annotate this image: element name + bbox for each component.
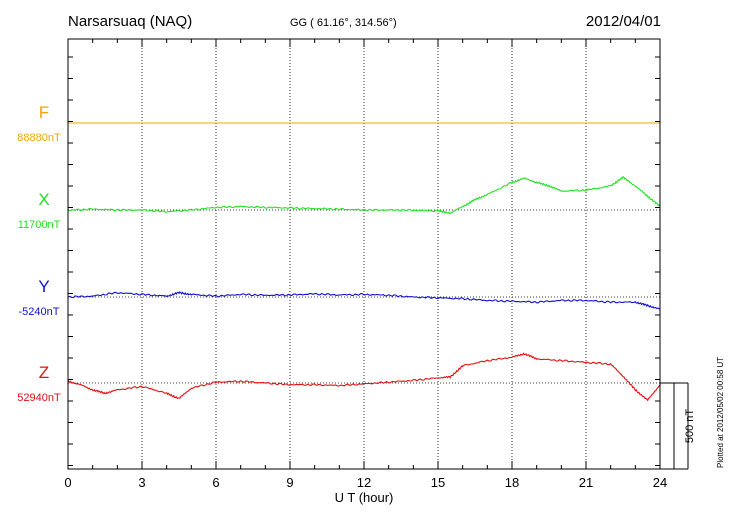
series-name-x: X: [38, 190, 49, 209]
x-tick-label: 9: [286, 475, 293, 490]
station-coordinates: GG ( 61.16°, 314.56°): [290, 17, 397, 29]
series-labels: F 88880nT X 11700nT Y -5240nT Z 52940nT: [17, 103, 61, 404]
x-tick-label: 18: [505, 475, 519, 490]
x-tick-label: 21: [579, 475, 593, 490]
scale-bar: 500 nT: [660, 382, 696, 470]
x-tick-label: 12: [357, 475, 371, 490]
grid: [141, 39, 587, 469]
x-tick-label: 3: [138, 475, 145, 490]
plot-date: 2012/04/01: [585, 13, 661, 30]
series-baseline-label-z: 52940nT: [17, 392, 61, 404]
x-axis-label: U T (hour): [335, 490, 394, 505]
series-baseline-label-f: 88880nT: [17, 132, 61, 144]
x-tick-label: 0: [64, 475, 71, 490]
series-line-y: [67, 291, 661, 310]
series-baseline-label-y: -5240nT: [19, 306, 60, 318]
scale-bar-label: 500 nT: [684, 409, 696, 444]
station-name: Narsarsuaq (NAQ): [68, 13, 193, 30]
x-tick-label: 15: [431, 475, 445, 490]
series-name-y: Y: [38, 277, 49, 296]
plotted-timestamp: Plotted at 2012/05/02 00:58 UT: [716, 356, 725, 468]
series-line-x: [67, 175, 661, 215]
x-tick-label: 6: [212, 475, 219, 490]
series-name-z: Z: [39, 363, 49, 382]
series-lines: [67, 122, 661, 402]
series-baseline-label-x: 11700nT: [18, 219, 61, 231]
series-name-f: F: [39, 103, 49, 122]
x-tick-labels: 0 3 6 9 12 15 18 21 24: [64, 475, 667, 490]
x-tick-label: 24: [653, 475, 667, 490]
plot-frame: [67, 38, 661, 470]
axis-ticks: [67, 39, 661, 469]
series-line-z: [67, 352, 661, 402]
